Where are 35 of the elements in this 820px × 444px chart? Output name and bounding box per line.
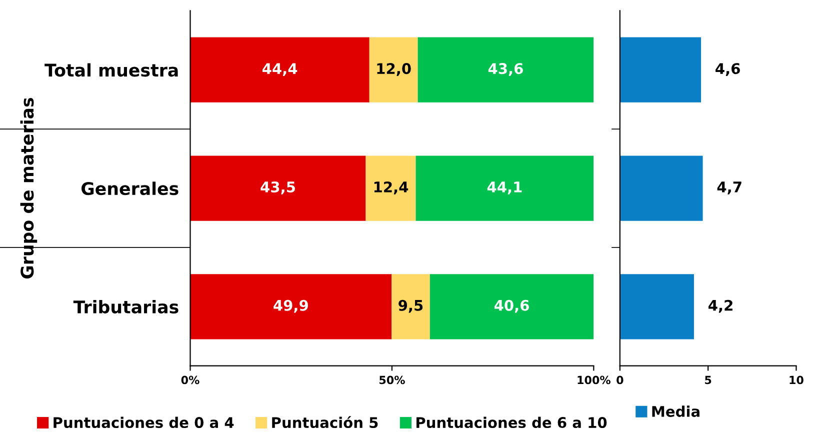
legend-label: Puntuaciones de 0 a 4 [54,416,234,428]
y-axis-title: Grupo de materias [20,98,38,279]
data-label: 9,5 [398,300,423,313]
data-label: 12,0 [377,63,411,76]
x-tick-label: 0% [181,376,200,384]
data-label: 44,1 [487,182,522,194]
x-tick-label: 0 [616,376,624,384]
bar [416,156,594,221]
x-tick-label: 50% [380,376,405,384]
data-label: 4,6 [716,63,740,76]
y-tick-label: Total muestra [44,63,178,77]
data-label: 44,4 [262,63,298,76]
bar [366,156,416,221]
bar [190,274,392,340]
bar [190,156,366,221]
legend-label: Puntuaciones de 6 a 10 [416,416,607,428]
bar [392,274,430,340]
x-tick-label: 10 [790,376,804,384]
y-tick-label: Generales [81,182,178,196]
bar [418,37,594,102]
legend-label: Puntuación 5 [272,416,378,428]
data-label: 49,9 [274,300,308,313]
data-label: 4,7 [717,182,742,194]
y-tick-label: Tributarias [73,300,178,314]
data-label: 4,2 [708,300,732,313]
bar [369,37,418,102]
bar [190,37,370,102]
data-label: 12,4 [374,181,408,194]
x-tick-label: 5 [705,376,712,384]
bar [430,274,594,340]
x-tick-label: 100% [578,376,610,384]
data-label: 40,6 [494,300,529,313]
legend-label: Media [652,406,700,417]
data-label: 43,5 [260,181,295,194]
data-label: 43,6 [488,63,523,76]
